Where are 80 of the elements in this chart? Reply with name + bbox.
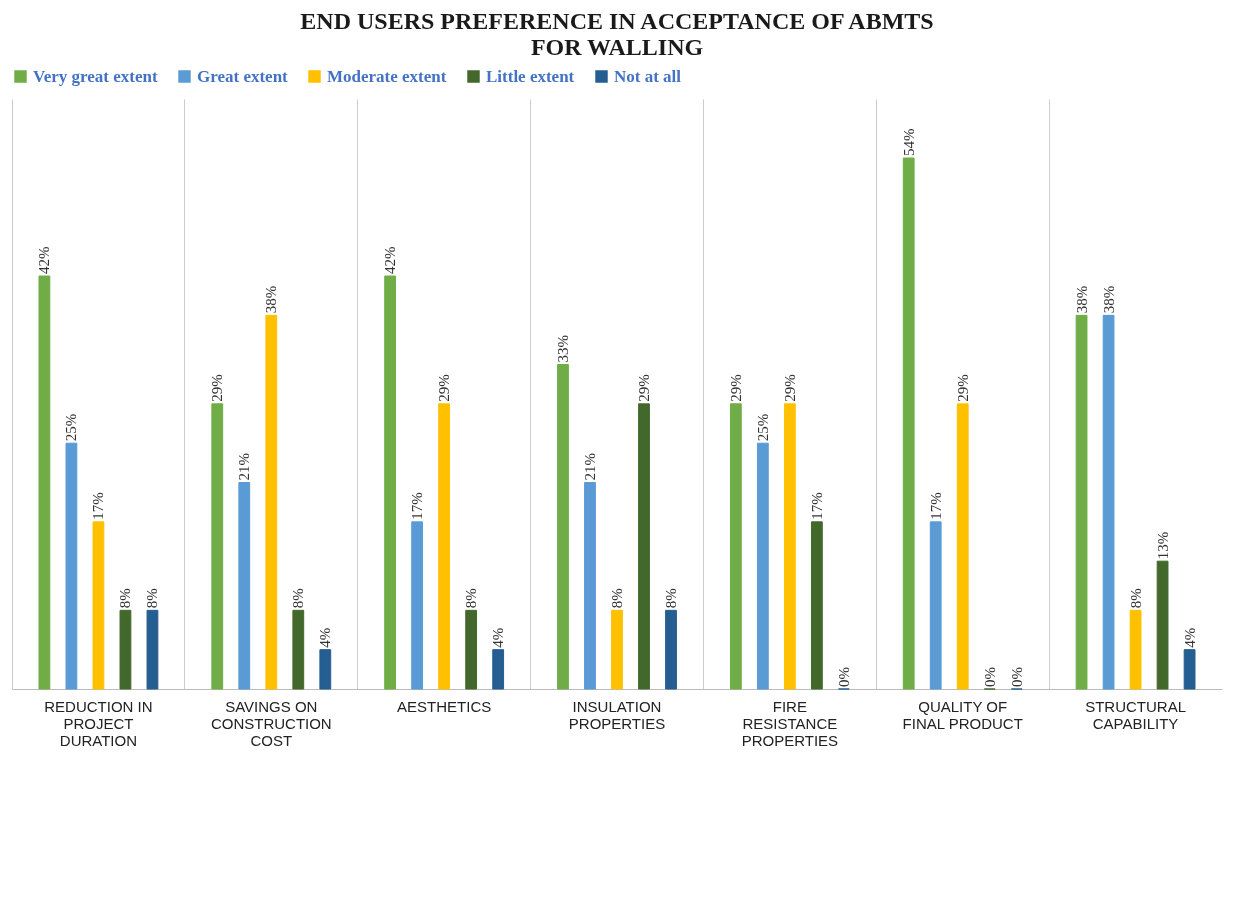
data-label: 8% [144, 588, 161, 609]
legend-label: Not at all [614, 66, 682, 86]
data-label: 29% [436, 374, 453, 402]
bar [1129, 609, 1142, 690]
data-label: 42% [36, 246, 53, 274]
x-tick-label: AESTHETICS [397, 697, 492, 715]
data-label: 21% [236, 453, 253, 481]
data-label: 4% [317, 627, 334, 648]
data-label: 38% [263, 285, 280, 314]
data-label: 17% [808, 492, 825, 520]
bar [902, 157, 915, 690]
data-label: 0% [1008, 667, 1025, 687]
bar [465, 609, 478, 690]
legend-label: Little extent [486, 66, 575, 86]
bar [1156, 560, 1169, 690]
legend-label: Very great extent [33, 66, 158, 86]
data-label: 13% [1154, 531, 1171, 560]
bar [384, 275, 397, 690]
data-label: 38% [1100, 285, 1117, 314]
data-label: 54% [900, 128, 917, 156]
bar [411, 521, 424, 690]
bar [146, 609, 159, 690]
x-tick-label: FIRE RESISTANCE PROPERTIES [741, 697, 839, 749]
data-label: 8% [609, 588, 625, 609]
legend-label: Moderate extent [327, 66, 447, 86]
legend-label: Great extent [197, 66, 289, 86]
bar [238, 482, 251, 690]
bar [557, 364, 569, 690]
data-label: 33% [554, 335, 571, 363]
bar [1102, 314, 1115, 690]
bar [65, 442, 78, 690]
bar [584, 482, 596, 690]
bar [1183, 649, 1196, 690]
data-label: 29% [727, 374, 744, 402]
bar [438, 403, 451, 690]
data-label: 29% [636, 374, 653, 402]
bar [1075, 314, 1088, 690]
x-tick-label: REDUCTION IN PROJECT DURATION [44, 697, 153, 749]
bar [38, 275, 51, 690]
data-label: 25% [754, 413, 771, 442]
bar [956, 403, 969, 690]
bar [119, 609, 132, 690]
data-label: 42% [382, 246, 399, 274]
bar [729, 403, 742, 690]
bar [665, 609, 677, 690]
bar [319, 649, 332, 690]
data-label: 8% [1127, 588, 1144, 609]
data-label: 0% [835, 667, 852, 687]
data-label: 38% [1073, 285, 1090, 314]
data-label: 8% [663, 588, 680, 609]
data-label: 17% [90, 492, 107, 520]
bar [292, 609, 305, 690]
data-label: 4% [1181, 627, 1198, 648]
data-label: 17% [409, 492, 426, 520]
data-label: 4% [490, 627, 507, 648]
bar [756, 442, 769, 690]
data-label: 29% [781, 374, 798, 402]
data-label: 17% [927, 492, 944, 520]
data-label: 29% [209, 374, 226, 402]
data-label: 21% [581, 453, 598, 481]
bar [492, 649, 505, 690]
data-label: 0% [981, 667, 998, 687]
data-label: 25% [63, 413, 80, 442]
bar [611, 609, 623, 690]
bar [929, 521, 942, 690]
bar [638, 403, 650, 690]
data-label: 8% [463, 588, 480, 609]
data-label: 8% [117, 588, 134, 609]
chart-title: END USERS PREFERENCE IN ACCEPTANCE OF ABMTS FOR WALLING [300, 8, 934, 60]
bar [783, 403, 796, 690]
bar [92, 521, 105, 690]
x-tick-label: QUALITY OF FINAL PRODUCT [902, 697, 1023, 732]
x-tick-label: SAVINGS ON CONSTRUCTION COST [210, 697, 332, 749]
bar [211, 403, 224, 690]
bar [810, 521, 823, 690]
data-label: 29% [954, 374, 971, 402]
x-tick-label: INSULATION PROPERTIES [568, 697, 666, 732]
bar [265, 314, 278, 690]
data-label: 8% [290, 588, 307, 609]
x-tick-label: STRUCTURAL CAPABILITY [1085, 697, 1186, 732]
